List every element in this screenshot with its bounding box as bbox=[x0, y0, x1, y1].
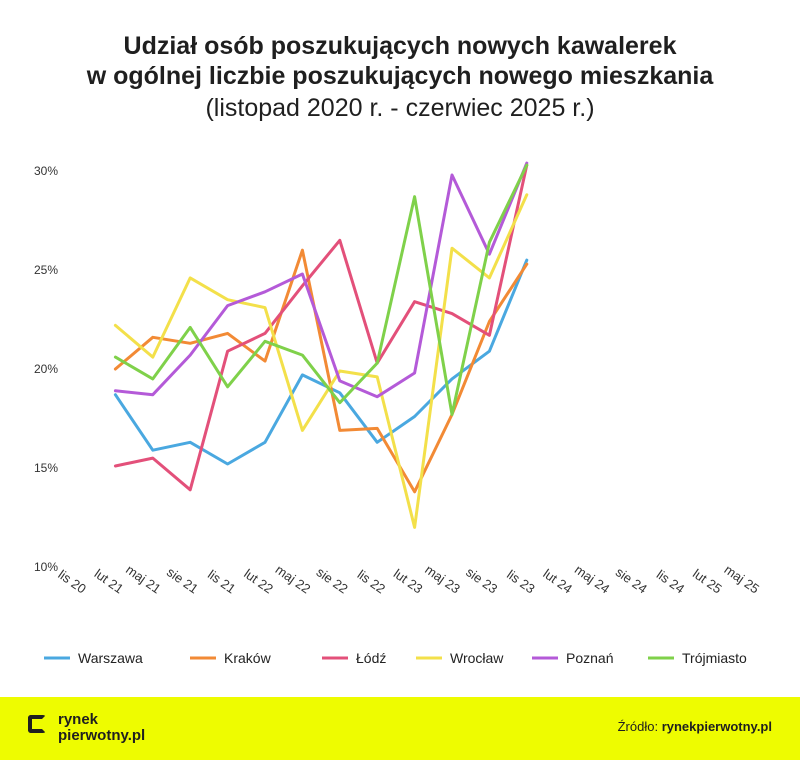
y-tick-label: 25% bbox=[34, 263, 58, 277]
legend-item: Poznań bbox=[532, 650, 613, 666]
x-tick-label: maj 22 bbox=[273, 562, 314, 597]
x-tick-label: maj 24 bbox=[572, 562, 613, 597]
x-tick-label: lut 25 bbox=[690, 566, 725, 597]
series-line-warszawa bbox=[113, 258, 529, 466]
x-tick-label: lis 20 bbox=[55, 567, 88, 597]
x-tick-label: lut 21 bbox=[92, 566, 127, 597]
chart-title-line1: Udział osób poszukujących nowych kawaler… bbox=[123, 32, 677, 60]
x-tick-label: sie 23 bbox=[463, 564, 500, 596]
y-tick-label: 15% bbox=[34, 461, 58, 475]
legend-label: Łódź bbox=[356, 650, 386, 666]
x-tick-label: lut 24 bbox=[540, 566, 575, 597]
chart-subtitle: (listopad 2020 r. - czerwiec 2025 r.) bbox=[205, 94, 595, 122]
legend-label: Kraków bbox=[224, 650, 272, 666]
series-line-wrocław bbox=[113, 193, 529, 529]
chart-title-line2: w ogólnej liczbie poszukujących nowego m… bbox=[86, 62, 714, 90]
y-tick-label: 10% bbox=[34, 560, 58, 574]
series-line-kraków bbox=[113, 248, 529, 494]
x-tick-label: sie 21 bbox=[164, 564, 201, 596]
series-line-poznań bbox=[113, 161, 529, 399]
footer-bar: rynek pierwotny.pl Źródło: rynekpierwotn… bbox=[0, 697, 800, 760]
brand-logo[interactable]: rynek pierwotny.pl bbox=[28, 711, 178, 747]
source-note: Źródło: rynekpierwotny.pl bbox=[618, 719, 772, 734]
legend-item: Warszawa bbox=[44, 650, 143, 666]
y-tick-label: 30% bbox=[34, 164, 58, 178]
x-tick-label: maj 23 bbox=[422, 562, 463, 597]
series-line-trójmiasto bbox=[113, 163, 529, 416]
x-tick-label: maj 25 bbox=[722, 562, 763, 597]
legend-label: Trójmiasto bbox=[682, 650, 747, 666]
source-name: rynekpierwotny.pl bbox=[661, 719, 772, 734]
legend-label: Warszawa bbox=[78, 650, 143, 666]
x-tick-label: sie 24 bbox=[613, 564, 650, 596]
legend-item: Kraków bbox=[190, 650, 272, 666]
series-line-łódź bbox=[113, 163, 529, 492]
x-tick-label: lis 23 bbox=[504, 567, 537, 597]
x-tick-label: sie 22 bbox=[314, 564, 351, 596]
logo-icon bbox=[28, 715, 46, 733]
x-tick-label: lis 24 bbox=[654, 567, 687, 597]
x-tick-label: lis 21 bbox=[205, 567, 238, 597]
source-label: Źródło: bbox=[617, 719, 659, 734]
legend-item: Łódź bbox=[322, 650, 386, 666]
y-tick-label: 20% bbox=[34, 362, 58, 376]
legend-item: Wrocław bbox=[416, 650, 504, 666]
logo-text-line1: rynek bbox=[58, 711, 99, 728]
x-tick-label: lut 22 bbox=[241, 566, 276, 597]
x-tick-label: maj 21 bbox=[123, 562, 164, 597]
legend-item: Trójmiasto bbox=[648, 650, 747, 666]
x-tick-label: lut 23 bbox=[391, 566, 426, 597]
logo-text-line2: pierwotny.pl bbox=[58, 727, 146, 744]
x-tick-label: lis 22 bbox=[355, 567, 388, 597]
legend-label: Poznań bbox=[566, 650, 613, 666]
legend-label: Wrocław bbox=[450, 650, 504, 666]
